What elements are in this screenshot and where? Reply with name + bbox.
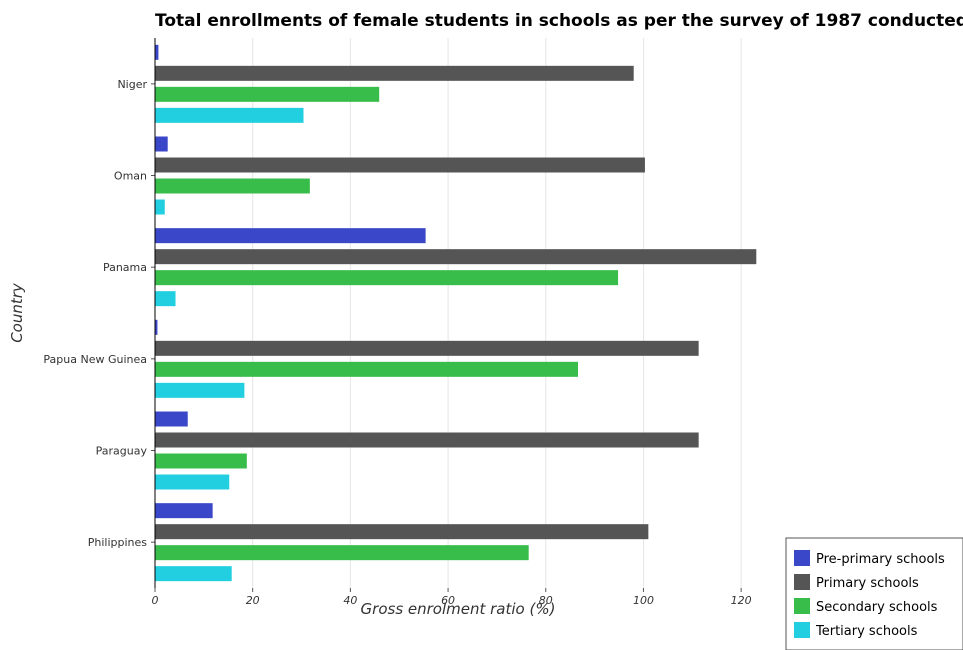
legend-swatch — [794, 574, 810, 590]
legend-box — [785, 537, 963, 650]
bar — [155, 136, 168, 152]
x-tick-label: 80 — [539, 594, 553, 607]
bar — [155, 382, 245, 398]
y-category-label: Paraguay — [96, 445, 148, 458]
bar — [155, 291, 176, 307]
legend-label: Pre-primary schools — [816, 552, 945, 567]
legend-swatch — [794, 622, 810, 638]
bar — [155, 44, 159, 60]
bar — [155, 157, 645, 173]
bar — [155, 319, 158, 335]
legend-label: Primary schools — [816, 576, 919, 591]
bar — [155, 249, 757, 265]
legend: Pre-primary schools Primary schools Second… — [785, 537, 963, 650]
bar — [155, 178, 310, 194]
bar — [155, 270, 619, 286]
bar — [155, 86, 380, 102]
legend-label: Tertiary schools — [815, 624, 918, 639]
bar — [155, 199, 165, 215]
x-tick-label: 100 — [633, 594, 654, 607]
legend-swatch — [794, 550, 810, 566]
x-tick-label: 20 — [246, 594, 260, 607]
x-ticks: 0 20 40 60 80 100 120 — [152, 588, 752, 607]
legend-label: Secondary schools — [816, 600, 938, 615]
bar — [155, 340, 699, 356]
y-category-label: Philippines — [88, 536, 148, 549]
grid — [154, 38, 742, 588]
bar — [155, 361, 579, 377]
x-tick-label: 60 — [441, 594, 455, 607]
x-axis-title: Gross enrolment ratio (%) — [361, 600, 556, 618]
x-tick-label: 40 — [343, 594, 357, 607]
bar — [155, 474, 230, 490]
bar — [155, 411, 188, 427]
x-tick-label: 0 — [152, 594, 159, 607]
y-axis-title: Country — [8, 282, 26, 343]
bar — [155, 524, 649, 540]
bar — [155, 432, 699, 448]
bar — [155, 545, 529, 561]
bar — [155, 65, 634, 81]
bar — [155, 453, 247, 469]
x-tick-label: 120 — [731, 594, 752, 607]
bar — [155, 566, 232, 582]
y-category-label: Papua New Guinea — [43, 353, 147, 366]
bars — [155, 44, 757, 582]
y-categories: Niger Oman Panama Papua New Guinea Paraguay P… — [43, 78, 155, 549]
bar — [155, 228, 426, 244]
y-category-label: Niger — [117, 78, 147, 91]
bar — [155, 107, 304, 123]
y-category-label: Panama — [103, 261, 147, 274]
y-category-label: Oman — [114, 170, 147, 183]
bar — [155, 503, 213, 519]
chart-title: Total enrollments of female students in … — [155, 11, 963, 31]
legend-swatch — [794, 598, 810, 614]
